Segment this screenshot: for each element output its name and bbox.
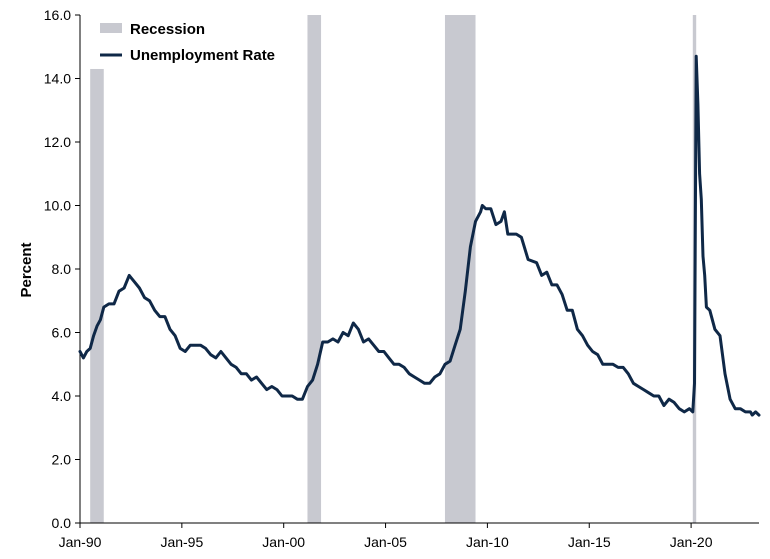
y-tick-label: 16.0 <box>44 7 71 23</box>
y-tick-label: 4.0 <box>52 388 72 404</box>
y-tick-label: 0.0 <box>52 515 72 531</box>
recession-band-1 <box>307 15 322 523</box>
axes: 0.0 2.0 4.0 6.0 8.0 10.0 12.0 14.0 16.0 Jan-90 Jan… <box>44 7 759 550</box>
x-tick-label: Jan-15 <box>568 534 611 550</box>
y-tick-label: 12.0 <box>44 134 71 150</box>
recession-bands <box>90 15 697 523</box>
y-axis-label: Percent <box>18 242 35 297</box>
recession-band-2 <box>444 15 476 523</box>
series-line-unemployment-rate <box>78 54 761 417</box>
x-tick-label: Jan-20 <box>670 534 713 550</box>
series-lines <box>78 54 761 417</box>
y-tick-label: 10.0 <box>44 198 71 214</box>
x-tick-label: Jan-95 <box>160 534 203 550</box>
legend: Recession Unemployment Rate <box>100 21 275 64</box>
y-tick-label: 8.0 <box>52 261 72 277</box>
legend-label-recession: Recession <box>130 21 205 38</box>
y-tick-label: 2.0 <box>52 452 72 468</box>
x-tick-label: Jan-90 <box>59 534 102 550</box>
legend-swatch-recession <box>100 23 122 33</box>
y-tick-label: 14.0 <box>44 71 71 87</box>
x-tick-label: Jan-00 <box>262 534 305 550</box>
y-tick-label: 6.0 <box>52 325 72 341</box>
recession-band-0 <box>90 68 104 523</box>
x-tick-label: Jan-10 <box>466 534 509 550</box>
legend-label-unemployment: Unemployment Rate <box>130 47 275 64</box>
x-tick-label: Jan-05 <box>364 534 407 550</box>
